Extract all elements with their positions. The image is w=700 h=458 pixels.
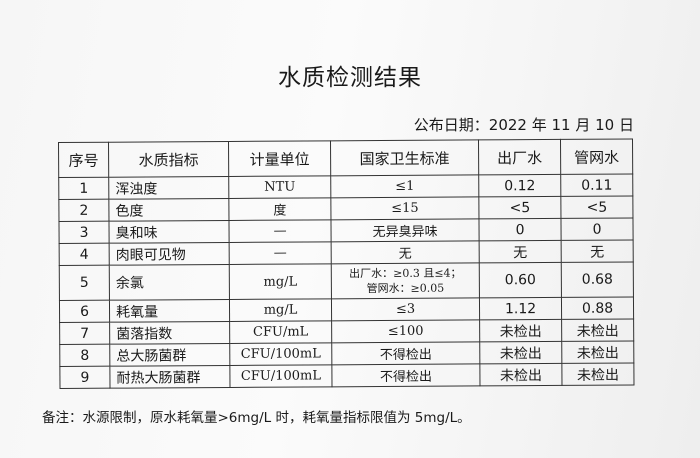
cell-item: 耗氧量: [109, 299, 230, 323]
footnote: 备注：水源限制，原水耗氧量>6mg/L 时，耗氧量指标限值为 5mg/L。: [42, 410, 471, 426]
cell-unit: mg/L: [229, 298, 332, 322]
table-row: 9 耐热大肠菌群 CFU/100mL 不得检出 未检出 未检出: [59, 362, 634, 389]
cell-unit: —: [229, 241, 332, 265]
cell-factory: 未检出: [479, 363, 562, 386]
cell-standard: 出厂水：≥0.3 且≤4； 管网水：≥0.05: [331, 262, 480, 299]
cell-network: 未检出: [561, 340, 634, 364]
cell-item: 浑浊度: [108, 176, 229, 200]
cell-unit: NTU: [228, 175, 331, 199]
cell-no: 6: [59, 300, 110, 323]
cell-standard: 无: [331, 240, 480, 264]
cell-network: 0.88: [561, 296, 634, 320]
cell-unit: CFU/mL: [229, 320, 332, 344]
cell-no: 3: [58, 221, 110, 244]
page-title: 水质检测结果: [278, 65, 422, 91]
cell-standard: ≤3: [331, 297, 480, 321]
cell-standard: 无异臭异味: [330, 218, 480, 242]
cell-factory: 1.12: [479, 297, 562, 320]
cell-factory: 无: [479, 240, 562, 263]
table-row: 5 余氯 mg/L 出厂水：≥0.3 且≤4； 管网水：≥0.05 0.60 0.68: [59, 261, 634, 301]
table-header: 序号 水质指标 计量单位 国家卫生标准 出厂水 管网水: [58, 138, 633, 178]
cell-no: 2: [58, 199, 109, 222]
cell-factory: 0.60: [479, 262, 562, 298]
cell-network: <5: [560, 195, 633, 219]
cell-item: 色度: [108, 198, 229, 222]
cell-factory: 未检出: [479, 341, 562, 364]
cell-standard: ≤100: [331, 319, 480, 343]
cell-network: 未检出: [561, 362, 634, 386]
cell-standard: 不得检出: [331, 341, 480, 365]
results-table: 序号 水质指标 计量单位 国家卫生标准 出厂水 管网水 1 浑浊度 NTU ≤1 0.1…: [58, 138, 634, 389]
cell-item: 耐热大肠菌群: [109, 365, 231, 389]
cell-unit: CFU/100mL: [229, 364, 333, 388]
cell-network: 0.68: [561, 261, 634, 298]
cell-network: 0.11: [560, 173, 633, 197]
cell-network: 无: [561, 239, 634, 263]
cell-unit: CFU/100mL: [229, 342, 332, 366]
cell-factory: 未检出: [479, 319, 562, 342]
cell-factory: 0.12: [478, 174, 561, 197]
publish-date: 公布日期：2022 年 11 月 10 日: [413, 116, 634, 134]
cell-no: 9: [59, 366, 111, 389]
cell-unit: mg/L: [229, 263, 332, 300]
cell-factory: <5: [478, 196, 561, 219]
cell-no: 1: [58, 177, 109, 200]
cell-item: 肉眼可见物: [109, 242, 230, 266]
cell-unit: 度: [228, 197, 331, 221]
cell-no: 5: [59, 265, 110, 301]
cell-unit: —: [228, 219, 332, 243]
header-standard: 国家卫生标准: [330, 139, 479, 176]
header-item: 水质指标: [108, 141, 229, 178]
cell-standard: 不得检出: [331, 363, 480, 387]
cell-network: 未检出: [561, 318, 634, 342]
header-no: 序号: [58, 142, 109, 178]
cell-item: 余氯: [109, 264, 230, 301]
cell-factory: 0: [478, 218, 562, 241]
cell-standard: ≤1: [330, 174, 479, 198]
header-factory: 出厂水: [478, 139, 561, 175]
standard-line: 管网水：≥0.05: [366, 281, 445, 296]
header-network: 管网水: [560, 138, 633, 175]
cell-network: 0: [560, 217, 634, 241]
header-unit: 计量单位: [228, 140, 331, 177]
cell-item: 臭和味: [108, 220, 230, 244]
cell-standard: ≤15: [330, 196, 479, 220]
cell-no: 4: [59, 243, 110, 266]
standard-line: 出厂水：≥0.3 且≤4；: [349, 266, 462, 281]
cell-no: 8: [59, 344, 110, 367]
cell-item: 菌落指数: [109, 321, 230, 345]
cell-item: 总大肠菌群: [109, 343, 230, 367]
cell-no: 7: [59, 322, 110, 345]
